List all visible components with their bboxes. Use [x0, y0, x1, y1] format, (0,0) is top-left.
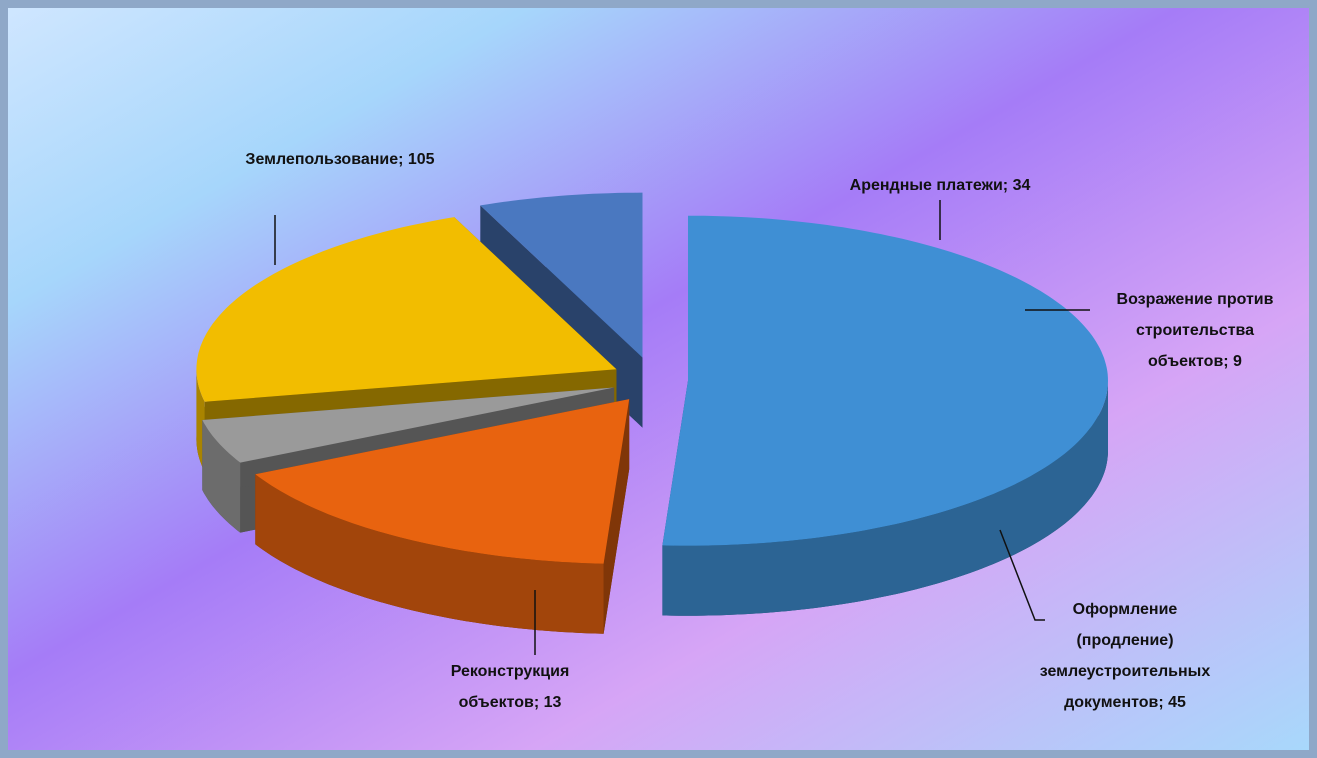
- data-label: строительства: [1136, 322, 1254, 339]
- slice-top: [196, 217, 617, 402]
- data-label: Арендные платежи; 34: [850, 177, 1031, 194]
- data-label: Землепользование; 105: [245, 151, 434, 168]
- data-label: объектов; 9: [1148, 353, 1242, 370]
- data-label: объектов; 13: [459, 694, 562, 711]
- data-label: (продление): [1076, 632, 1173, 649]
- leader-line: [999, 529, 1045, 621]
- data-label: документов; 45: [1064, 694, 1186, 711]
- data-label: землеустроительных: [1040, 663, 1211, 680]
- data-label: Реконструкция: [451, 663, 570, 680]
- slice-wall: [202, 420, 241, 533]
- slice-wall: [662, 380, 1108, 616]
- data-label: Возражение против: [1117, 291, 1274, 308]
- slice-top: [202, 387, 615, 463]
- slice-wall: [255, 474, 604, 634]
- slice-top: [480, 192, 643, 358]
- slice-top: [662, 215, 1108, 546]
- slice-top: [255, 399, 630, 564]
- data-label: Оформление: [1073, 601, 1178, 618]
